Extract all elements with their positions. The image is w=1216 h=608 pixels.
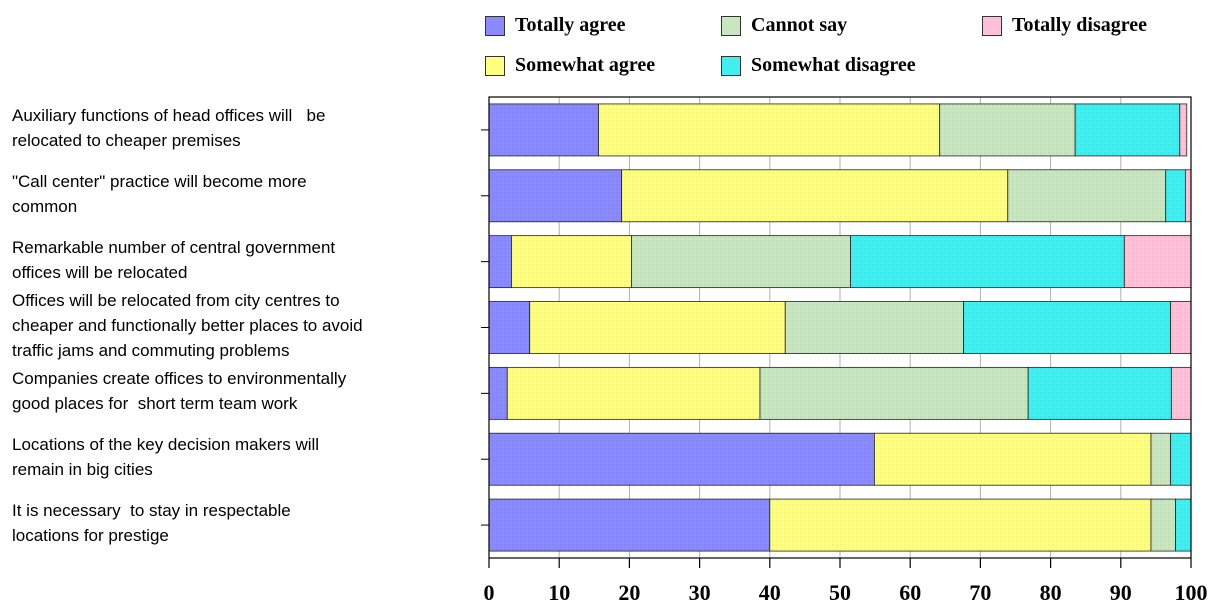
legend-label-totally-disagree: Totally disagree [1012,14,1148,36]
bar-texture-4-4 [1171,367,1191,420]
bar-texture-4-1 [507,367,760,420]
bar-texture-3-1 [529,301,786,354]
category-label-line: cheaper and functionally better places t… [12,316,363,335]
bar-texture-3-3 [963,301,1171,354]
bar-texture-2-0 [489,235,512,288]
category-label-3: Offices will be relocated from city cent… [12,288,472,363]
bar-texture-3-2 [785,301,964,354]
bar-texture-5-3 [1170,433,1191,486]
category-label-line: It is necessary to stay in respectable [12,501,291,521]
bars [488,103,1192,552]
category-label-6: It is necessary to stay in respectable lo… [12,498,472,548]
category-label-line: remain in big cities [12,460,153,480]
x-tick-label-40: 40 [759,580,781,605]
x-tick-label-90: 90 [1110,580,1132,605]
legend-label-totally-agree: Totally agree [515,14,626,36]
bar-texture-2-3 [850,235,1125,288]
bar-texture-4-3 [1028,367,1172,420]
category-label-2: Remarkable number of central government o… [12,235,472,285]
bar-texture-5-2 [1150,433,1171,486]
bar-texture-6-1 [769,499,1151,552]
category-label-line: good places for short term team work [12,394,298,414]
category-label-line: traffic jams and commuting problems [12,341,290,360]
legend-swatch-somewhat-disagree [721,55,741,76]
bar-texture-1-2 [1007,169,1166,222]
x-tick-label-50: 50 [829,580,851,605]
legend-label-somewhat-disagree: Somewhat disagree [751,54,916,76]
legend-item-cannot-say: Cannot say [721,14,847,37]
bar-texture-0-0 [489,103,599,156]
bar-texture-5-0 [489,433,875,486]
legend-swatch-totally-disagree [982,15,1002,36]
legend-swatch-totally-agree [485,15,505,36]
x-tick-label-100: 100 [1175,580,1208,605]
bar-texture-2-1 [511,235,632,288]
legend: Totally agree Cannot say Totally disagre… [485,14,1205,84]
legend-item-totally-agree: Totally agree [485,14,626,37]
category-label-0: Auxiliary functions of head offices will… [12,103,472,153]
bar-texture-1-1 [621,169,1008,222]
bar-texture-2-2 [631,235,851,288]
category-label-line: locations for prestige [12,526,169,546]
bar-texture-1-4 [1185,169,1191,222]
legend-item-somewhat-agree: Somewhat agree [485,54,655,77]
category-label-line: Locations of the key decision makers wil… [12,435,320,455]
x-tick-label-60: 60 [899,580,921,605]
bar-texture-6-0 [489,499,770,552]
bar-texture-5-1 [874,433,1151,486]
legend-swatch-cannot-say [721,15,741,36]
category-label-line: "Call center" practice will become more [12,171,307,191]
legend-swatch-somewhat-agree [485,55,505,76]
axes: 0 10 20 30 40 50 60 70 80 90 100 [481,96,1208,605]
category-label-line: Offices will be relocated from city cent… [12,291,340,310]
bar-texture-6-2 [1150,499,1176,552]
bar-texture-3-0 [489,301,530,354]
x-tick-label-80: 80 [1040,580,1062,605]
bar-texture-0-4 [1179,103,1187,156]
bar-texture-3-4 [1170,301,1191,354]
bar-texture-1-0 [489,169,622,222]
category-label-line: Remarkable number of central government [12,237,336,257]
legend-item-somewhat-disagree: Somewhat disagree [721,54,916,77]
legend-label-somewhat-agree: Somewhat agree [515,54,656,76]
category-label-4: Companies create offices to environmenta… [12,366,472,416]
category-label-1: "Call center" practice will become more c… [12,169,472,219]
bar-texture-1-3 [1165,169,1186,222]
legend-item-totally-disagree: Totally disagree [982,14,1147,37]
category-label-line: relocated to cheaper premises [12,130,241,150]
category-label-line: Companies create offices to environmenta… [12,369,347,389]
x-tick-label-10: 10 [548,580,570,605]
bar-texture-4-2 [759,367,1029,420]
bar-texture-4-0 [489,367,508,420]
category-label-line: Auxiliary functions of head offices will… [12,105,326,125]
bar-texture-0-2 [939,103,1076,156]
category-label-5: Locations of the key decision makers wil… [12,432,472,482]
bar-texture-6-3 [1175,499,1191,552]
category-label-line: common [12,196,78,216]
x-tick-label-30: 30 [689,580,711,605]
bar-texture-0-3 [1075,103,1180,156]
x-tick-label-20: 20 [618,580,640,605]
x-tick-label-0: 0 [484,580,495,605]
bar-texture-2-4 [1124,235,1191,288]
x-tick-label-70: 70 [969,580,991,605]
legend-label-cannot-say: Cannot say [751,14,848,36]
bar-texture-0-1 [598,103,940,156]
category-label-line: offices will be relocated [12,262,188,282]
